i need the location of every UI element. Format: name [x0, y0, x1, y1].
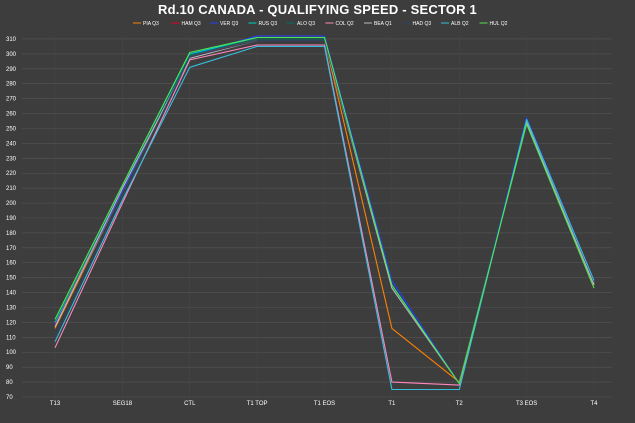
x-tick-label: T1: [388, 401, 396, 407]
legend-label: PIA Q3: [143, 21, 159, 27]
chart-title: Rd.10 CANADA - QUALIFYING SPEED - SECTOR…: [158, 2, 477, 17]
y-tick-label: 230: [6, 156, 17, 162]
x-axis: T13 SEG18 CTL T1 TOP T1 EOS T1 T2 T3 EOS T4: [50, 401, 598, 407]
y-tick-label: 300: [6, 52, 17, 58]
y-tick-label: 110: [6, 335, 16, 341]
x-tick-label: T1 EOS: [314, 401, 335, 407]
y-tick-label: 290: [6, 67, 17, 73]
y-tick-label: 200: [6, 201, 17, 207]
legend-label: VER Q3: [220, 21, 239, 27]
y-tick-label: 220: [6, 171, 17, 177]
x-tick-label: T3 EOS: [516, 401, 537, 407]
x-tick-label: CTL: [184, 401, 196, 407]
y-tick-label: 160: [6, 261, 17, 267]
x-tick-label: T4: [590, 401, 598, 407]
y-axis: 70 80 90 100 110 120 130 140 150 160 170 180 190 200 2…: [6, 37, 17, 401]
legend-label: HAM Q3: [182, 21, 201, 27]
legend-label: HUL Q2: [490, 21, 508, 27]
y-tick-label: 260: [6, 112, 17, 118]
y-tick-label: 310: [6, 37, 17, 43]
y-tick-label: 80: [6, 380, 13, 386]
legend-label: ALO Q3: [297, 21, 315, 27]
x-tick-label: T2: [456, 401, 464, 407]
y-tick-label: 250: [6, 126, 17, 132]
legend-label: BEA Q1: [374, 21, 392, 27]
chart-grid: [22, 36, 612, 398]
y-tick-label: 210: [6, 186, 17, 192]
y-tick-label: 100: [6, 350, 17, 356]
x-tick-label: SEG18: [113, 401, 133, 407]
y-tick-label: 90: [6, 365, 13, 371]
legend-label: COL Q2: [336, 21, 354, 27]
y-tick-label: 190: [6, 216, 17, 222]
x-tick-label: T13: [50, 401, 61, 407]
y-tick-label: 120: [6, 320, 17, 326]
y-tick-label: 130: [6, 305, 17, 311]
y-tick-label: 280: [6, 82, 17, 88]
y-tick-label: 150: [6, 276, 17, 282]
y-tick-label: 70: [6, 395, 13, 401]
y-tick-label: 170: [6, 246, 17, 252]
y-tick-label: 240: [6, 141, 17, 147]
legend-label: ALB Q2: [451, 21, 469, 27]
legend-label: RUS Q3: [259, 21, 278, 27]
series-line: [54, 36, 595, 385]
y-tick-label: 270: [6, 97, 17, 103]
series-lines: [54, 35, 595, 391]
chart-legend: PIA Q3 HAM Q3 VER Q3 RUS Q3 ALO Q3 COL Q2 BEA …: [133, 21, 508, 27]
x-tick-label: T1 TOP: [247, 401, 268, 407]
legend-label: HAD Q3: [413, 21, 432, 27]
y-tick-label: 140: [6, 291, 17, 297]
y-tick-label: 180: [6, 231, 17, 237]
